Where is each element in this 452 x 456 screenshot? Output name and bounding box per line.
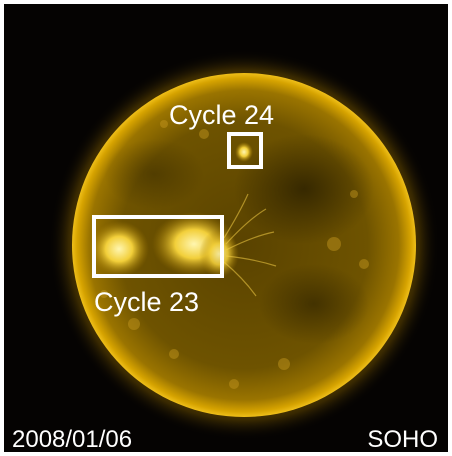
coronal-loops xyxy=(223,193,277,297)
disk-texture xyxy=(100,120,369,389)
active-region-cycle24 xyxy=(235,142,253,162)
active-region-cycle23-left xyxy=(89,221,149,277)
dark-region xyxy=(259,264,369,344)
cycle23-highlight-box xyxy=(92,215,224,278)
capture-date: 2008/01/06 xyxy=(12,426,133,452)
cycle24-highlight-box xyxy=(227,132,263,169)
cycle24-label: Cycle 24 xyxy=(169,100,275,130)
coronal-hole-dark xyxy=(234,134,374,244)
source-label: SOHO xyxy=(367,426,438,452)
dark-region-upper-left xyxy=(104,139,204,209)
solar-image-frame: Cycle 24 Cycle 23 2008/01/06 SOHO xyxy=(4,4,448,452)
cycle23-label: Cycle 23 xyxy=(94,287,200,317)
sun-disk-image xyxy=(49,50,439,440)
